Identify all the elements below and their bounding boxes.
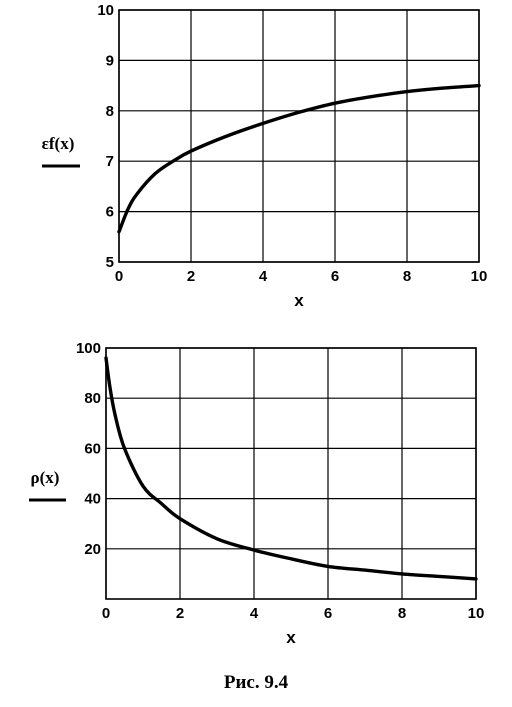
y-tick-label: 60 [84, 440, 101, 457]
y-tick-label: 7 [106, 153, 114, 170]
y-axis-label: εf(x) [42, 134, 75, 153]
chart-1: 0 2 4 6 8 10 5 6 7 8 9 10 x εf(x) [42, 2, 488, 310]
series-line [104, 356, 478, 581]
x-axis-label: x [286, 628, 296, 647]
x-axis-label: x [294, 291, 304, 310]
plot-frame [105, 347, 477, 600]
y-tick-label: 20 [84, 541, 101, 558]
y-axis-label: ρ(x) [31, 468, 60, 487]
y-tick-label: 80 [84, 390, 101, 407]
y-tick-label: 9 [106, 52, 114, 69]
x-tick-label: 8 [398, 605, 406, 622]
y-tick-label: 5 [106, 254, 114, 271]
y-tick-label: 40 [84, 491, 101, 508]
y-tick-label: 100 [76, 340, 101, 357]
x-tick-label: 4 [259, 268, 268, 285]
x-tick-label: 2 [176, 605, 184, 622]
x-tick-label: 2 [187, 268, 195, 285]
y-tick-label: 8 [106, 103, 114, 120]
plot-frame [118, 9, 480, 263]
x-tick-label: 10 [468, 605, 485, 622]
x-tick-label: 10 [471, 268, 488, 285]
figure-caption: Рис. 9.4 [223, 672, 289, 693]
series-line [117, 83, 481, 234]
y-tick-label: 10 [97, 2, 114, 19]
y-tick-label: 6 [106, 204, 114, 221]
x-tick-label: 4 [250, 605, 259, 622]
x-tick-label: 8 [403, 268, 411, 285]
x-tick-label: 6 [324, 605, 332, 622]
x-tick-label: 0 [102, 605, 110, 622]
x-tick-label: 0 [115, 268, 123, 285]
x-tick-label: 6 [331, 268, 339, 285]
chart-2: 0 2 4 6 8 10 20 40 60 80 100 x ρ(x) [29, 340, 484, 647]
